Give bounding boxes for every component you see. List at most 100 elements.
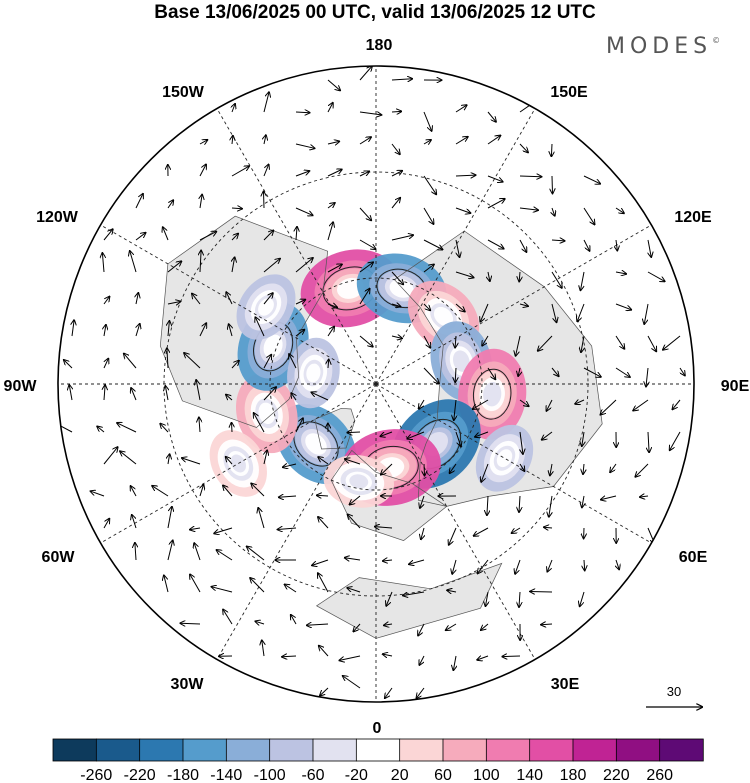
colorbar-tick-label: 20 <box>391 767 409 783</box>
wind-arrow <box>263 293 273 305</box>
wind-arrow <box>419 655 425 665</box>
wind-arrow <box>167 348 168 369</box>
colorbar-swatch <box>182 738 228 762</box>
wind-arrow <box>279 496 297 497</box>
wind-arrow <box>516 335 521 356</box>
wind-arrow <box>455 271 474 278</box>
anomaly-contour <box>389 279 414 298</box>
wind-arrow <box>475 431 489 437</box>
wind-arrow <box>131 486 137 497</box>
wind-arrow <box>421 527 424 539</box>
wind-arrow <box>130 251 137 273</box>
wind-arrow <box>582 431 584 446</box>
wind-arrow <box>423 207 434 224</box>
wind-arrow <box>184 353 201 369</box>
wind-arrow <box>487 239 504 249</box>
wind-arrow <box>384 624 393 625</box>
wind-arrow <box>520 463 524 471</box>
wind-arrow <box>91 491 105 497</box>
wind-arrow <box>345 459 361 465</box>
wind-arrow <box>488 271 490 281</box>
wind-arrow <box>69 385 72 401</box>
wind-arrow <box>583 239 590 251</box>
meridian-line <box>375 383 536 660</box>
wind-arrow <box>348 514 361 529</box>
wind-arrow <box>583 367 601 377</box>
wind-arrow <box>167 302 180 305</box>
wind-arrow <box>403 591 425 596</box>
wind-arrow <box>582 495 584 507</box>
wind-arrow <box>648 239 651 257</box>
colorbar-swatch <box>572 738 618 762</box>
wind-arrow <box>247 547 265 561</box>
wind-arrow <box>615 303 631 310</box>
wind-arrow <box>296 227 297 241</box>
wind-arrow <box>327 327 334 337</box>
anomaly-contour <box>258 402 276 425</box>
wind-arrow <box>601 495 617 500</box>
wind-arrow <box>164 576 169 593</box>
meridian-line <box>375 383 652 544</box>
wind-arrow <box>615 367 630 377</box>
wind-arrow <box>347 432 361 433</box>
meridian-line <box>216 383 377 660</box>
latitude-circle <box>269 277 483 491</box>
wind-arrow <box>449 527 457 545</box>
wind-arrow <box>190 528 201 530</box>
wind-arrow <box>635 463 649 477</box>
colorbar-swatch <box>52 738 98 762</box>
wind-arrow <box>58 423 73 433</box>
wind-arrow <box>327 304 337 307</box>
wind-arrow <box>160 424 169 433</box>
wind-arrow <box>447 590 457 592</box>
lon-label-150w: 150W <box>162 84 205 101</box>
brand-logo: MODES© <box>606 34 720 59</box>
wind-arrow <box>263 92 269 113</box>
wind-arrow <box>199 323 206 337</box>
wind-arrow <box>327 141 339 144</box>
wind-arrow <box>455 303 465 312</box>
lon-label-60w: 60W <box>42 549 76 566</box>
anomaly-contour <box>433 306 454 327</box>
wind-arrow <box>295 258 313 273</box>
wind-arrow <box>423 111 432 131</box>
wind-arrow <box>580 591 585 606</box>
wind-arrow <box>327 264 342 273</box>
wind-arrow <box>167 541 173 561</box>
wind-arrow <box>385 687 393 698</box>
wind-arrow <box>549 495 552 517</box>
colorbar-tick-label: -180 <box>167 767 199 783</box>
wind-arrow <box>359 66 372 81</box>
colorbar-tick-label: -220 <box>124 767 156 783</box>
wind-arrow <box>544 527 553 528</box>
colorbar-tick-label: 60 <box>434 767 452 783</box>
wind-arrow <box>232 423 233 433</box>
wind-arrow <box>583 175 600 184</box>
wind-arrow <box>359 239 376 249</box>
wind-arrow <box>409 559 425 564</box>
wind-arrow <box>229 324 232 337</box>
wind-arrow <box>131 388 137 401</box>
wind-arrow <box>104 325 106 337</box>
wind-arrow <box>391 304 400 307</box>
wind-arrow <box>551 271 562 288</box>
colorbar-tick-label: 260 <box>646 767 673 783</box>
wind-arrow <box>263 387 276 401</box>
lon-label-180: 180 <box>366 37 393 54</box>
lon-label-30w: 30W <box>171 676 205 693</box>
wind-arrow <box>283 464 297 467</box>
wind-arrow <box>223 486 233 497</box>
wind-arrow <box>217 550 233 561</box>
wind-arrow <box>135 233 146 241</box>
wind-arrow <box>295 300 305 304</box>
wind-arrow <box>519 143 528 152</box>
anomaly-contour <box>305 433 327 455</box>
wind-arrow <box>103 229 113 241</box>
wind-arrow <box>359 137 371 145</box>
wind-arrow <box>190 575 201 593</box>
wind-arrow <box>391 79 412 80</box>
wind-arrow <box>295 112 310 113</box>
wind-arrow <box>633 399 649 411</box>
wind-arrow <box>480 303 489 322</box>
colorbar-swatch <box>312 738 358 762</box>
